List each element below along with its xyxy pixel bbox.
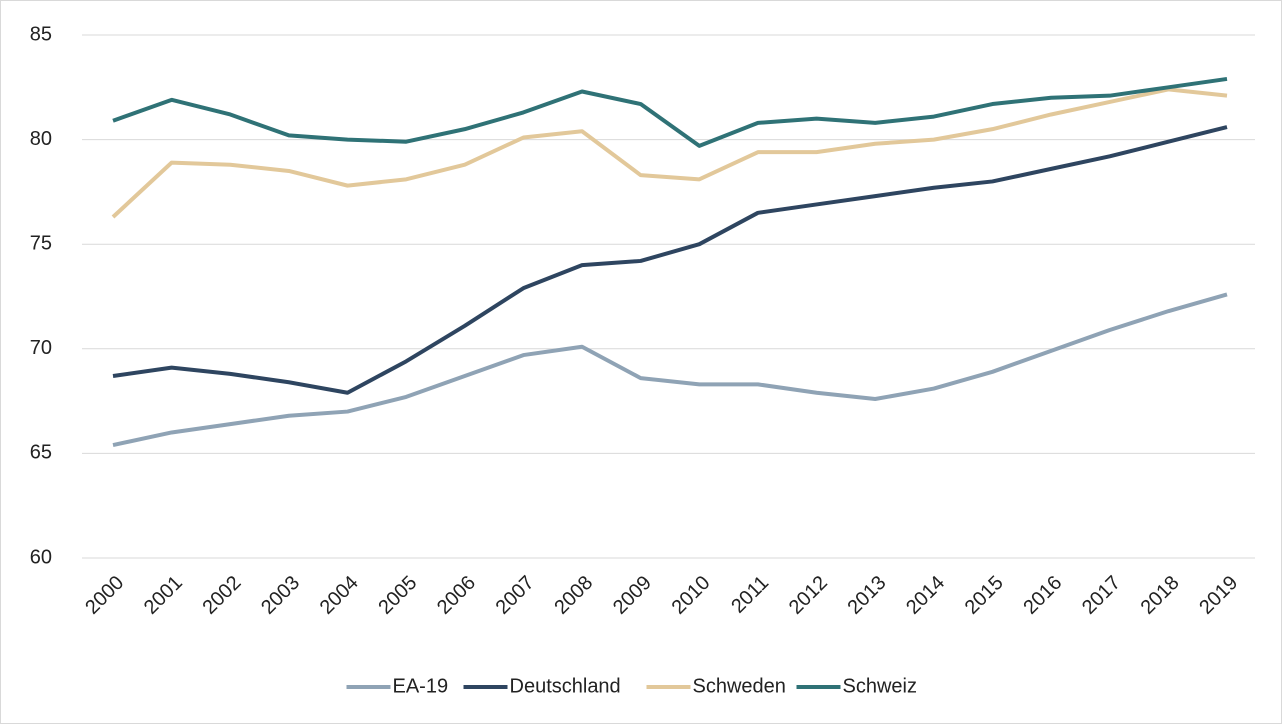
y-tick-label: 60 [30,546,52,568]
legend-label: Schweden [693,675,786,697]
x-tick-label: 2006 [433,572,480,619]
y-tick-label: 80 [30,128,52,150]
x-tick-label: 2003 [257,572,304,619]
line-series [112,125,1228,395]
x-tick-label: 2016 [1019,572,1066,619]
y-tick-label: 70 [30,337,52,359]
line-series [112,292,1228,447]
x-tick-label: 2010 [668,572,715,619]
x-tick-label: 2012 [785,572,832,619]
x-tick-label: 2004 [316,572,363,619]
legend-label: EA-19 [393,675,449,697]
x-tick-label: 2000 [81,572,128,619]
x-tick-label: 2009 [609,572,656,619]
line-series [111,87,1228,219]
y-tick-label: 65 [30,442,52,464]
y-tick-label: 85 [30,23,52,45]
x-tick-label: 2007 [492,572,539,619]
legend-label: Deutschland [510,675,621,697]
x-tick-label: 2008 [550,572,597,619]
legend-label: Schweiz [843,675,917,697]
line-series [112,76,1228,148]
x-tick-label: 2011 [727,572,773,618]
x-tick-label: 2017 [1078,572,1125,619]
x-tick-label: 2014 [902,572,949,619]
x-tick-label: 2002 [199,572,246,619]
y-tick-label: 75 [30,232,52,254]
x-tick-label: 2005 [374,572,421,619]
x-tick-label: 2019 [1195,572,1242,619]
x-tick-label: 2018 [1137,572,1184,619]
x-tick-label: 2013 [843,572,890,619]
x-tick-label: 2015 [961,572,1008,619]
x-tick-label: 2001 [140,572,187,619]
